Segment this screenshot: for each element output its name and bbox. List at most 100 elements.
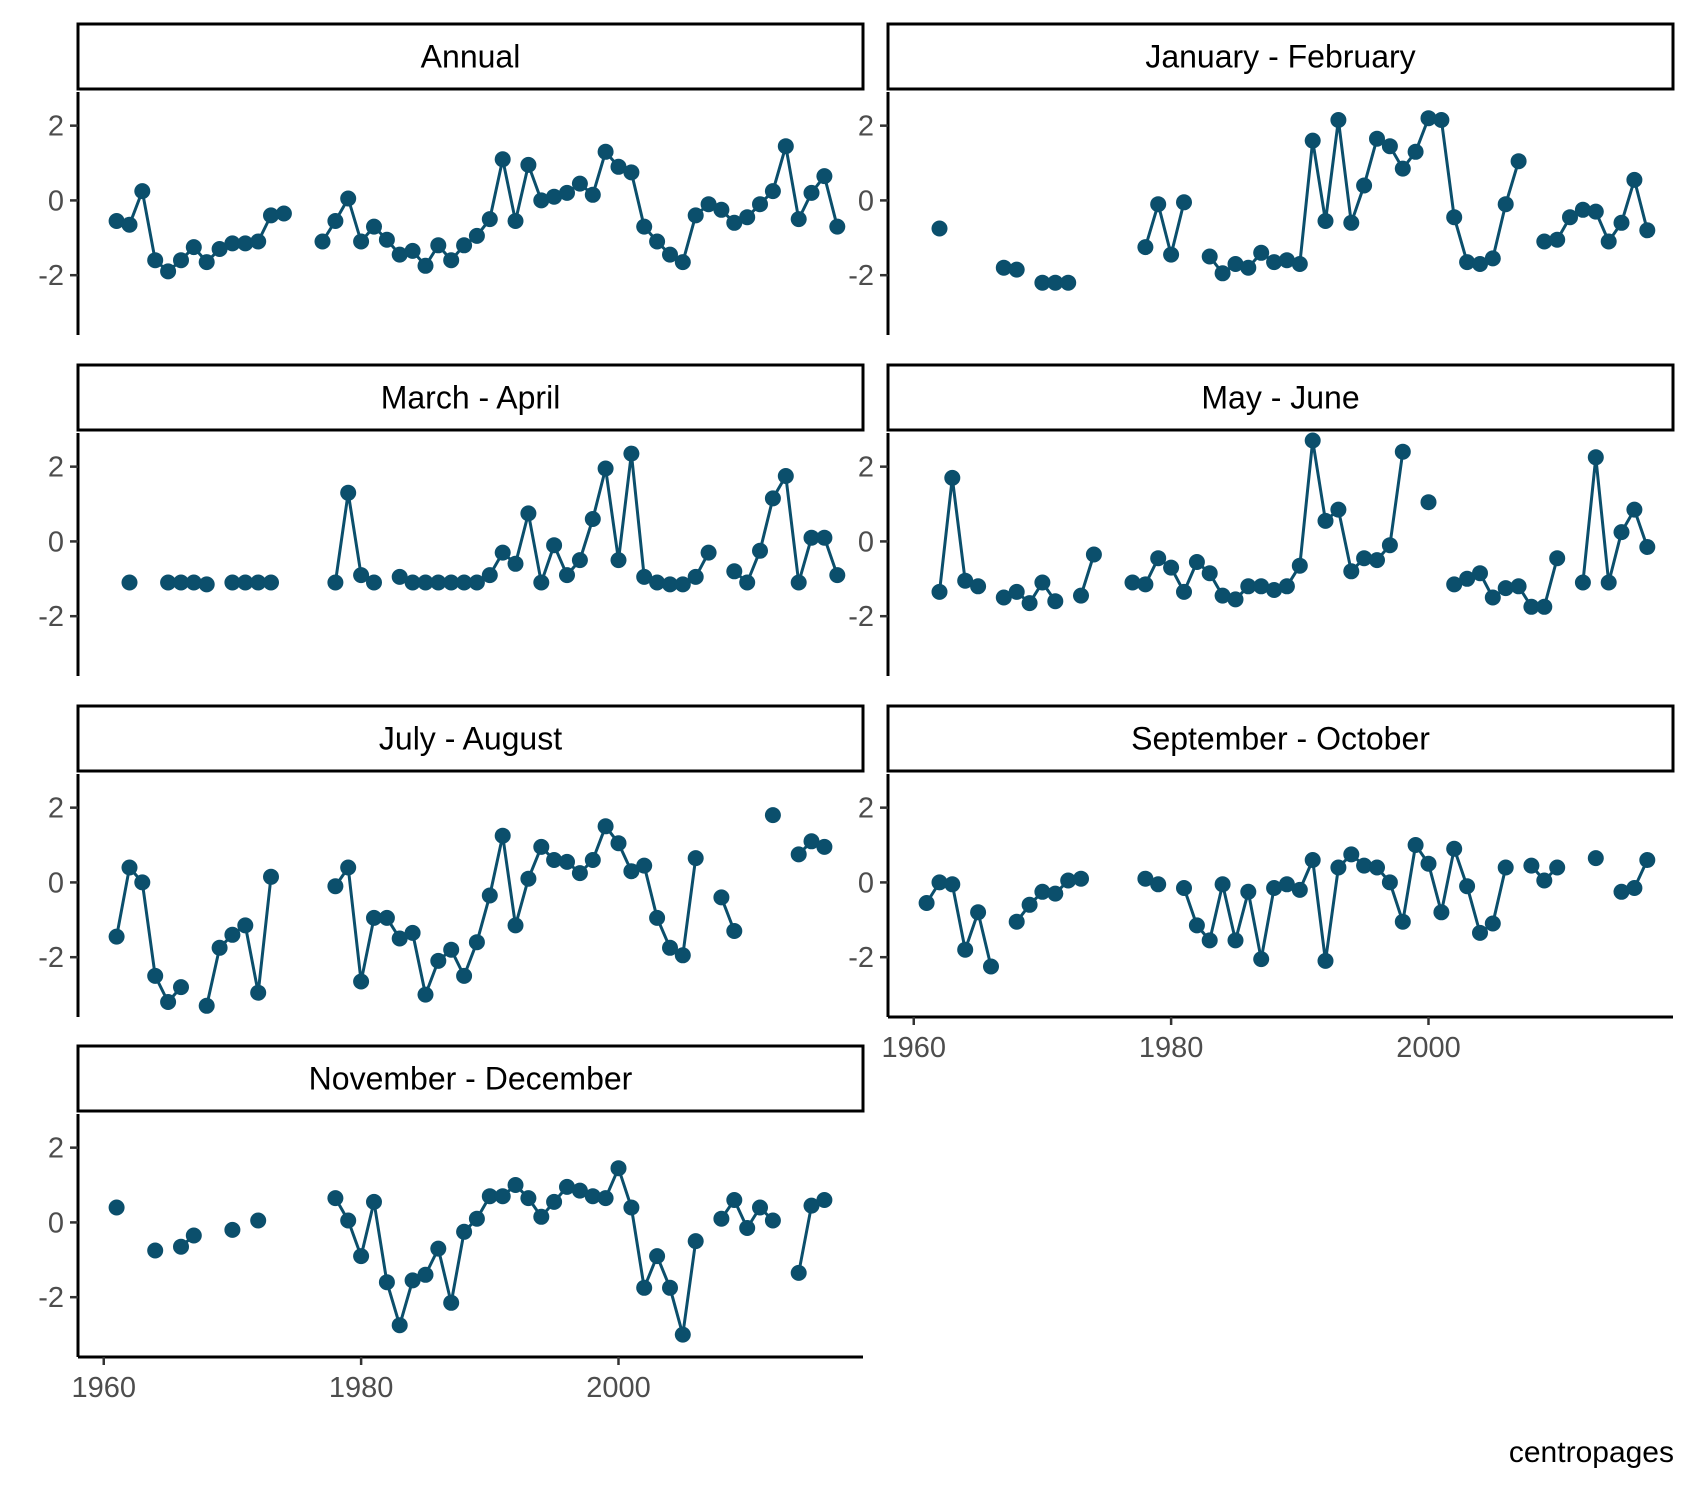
data-point-january-february-2013	[1587, 203, 1604, 220]
data-point-july-august-2001	[623, 863, 640, 880]
data-point-may-june-1963	[944, 469, 961, 486]
data-point-may-june-1987	[1253, 578, 1270, 595]
data-point-september-october-1961	[918, 895, 935, 911]
data-point-november-december-2004	[662, 1279, 678, 1296]
strip-label-march-april: March - April	[381, 380, 561, 416]
y-tick-label: 0	[858, 867, 874, 899]
data-point-march-april-2003	[649, 574, 666, 591]
data-point-july-august-1997	[571, 865, 588, 882]
data-point-july-august-1972	[250, 984, 267, 1001]
data-point-july-august-1986	[430, 952, 447, 969]
data-point-may-june-1980	[1163, 559, 1180, 576]
data-point-january-february-1997	[1381, 138, 1398, 155]
data-point-march-april-1990	[481, 567, 498, 584]
data-point-may-june-1984	[1214, 587, 1231, 604]
data-point-september-october-1979	[1150, 876, 1167, 893]
data-point-march-april-1985	[417, 574, 434, 591]
data-point-may-june-1989	[1278, 578, 1295, 595]
data-point-may-june-2002	[1446, 576, 1463, 593]
data-point-november-december-1999	[597, 1190, 614, 1207]
data-point-may-june-2004	[1472, 565, 1488, 582]
data-point-may-june-1997	[1381, 537, 1398, 554]
data-point-may-june-1969	[1021, 595, 1038, 612]
data-point-july-august-2002	[636, 857, 653, 874]
data-point-january-february-2015	[1613, 214, 1630, 231]
data-point-september-october-2010	[1549, 859, 1566, 876]
data-point-annual-1970	[224, 235, 241, 252]
data-point-july-august-1994	[533, 838, 550, 855]
data-point-january-february-1993	[1330, 112, 1347, 128]
y-tick-label: 2	[858, 111, 874, 143]
data-point-may-june-2014	[1600, 574, 1617, 591]
data-point-march-april-1970	[224, 574, 241, 591]
data-point-november-december-2014	[790, 1264, 807, 1281]
data-point-november-december-1966	[173, 1238, 189, 1255]
data-point-annual-2006	[687, 207, 704, 224]
data-point-january-february-2005	[1484, 250, 1501, 267]
y-tick-label: 2	[48, 111, 64, 143]
data-point-november-december-2009	[726, 1192, 743, 1208]
data-point-july-august-1971	[237, 917, 254, 934]
data-point-january-february-2016	[1626, 171, 1643, 188]
data-point-annual-1998	[584, 186, 601, 203]
data-point-july-august-1987	[443, 941, 460, 958]
data-point-september-october-1992	[1317, 952, 1334, 969]
data-point-november-december-2011	[752, 1199, 768, 1216]
data-point-september-october-1999	[1407, 837, 1424, 853]
data-point-january-february-1989	[1278, 252, 1295, 269]
data-point-september-october-1969	[1021, 896, 1038, 913]
data-point-annual-1992	[507, 213, 524, 229]
data-point-september-october-1987	[1253, 951, 1270, 968]
data-point-september-october-1965	[970, 904, 987, 921]
data-point-march-april-2015	[803, 529, 820, 546]
data-point-july-august-1979	[340, 859, 357, 876]
data-point-annual-1987	[443, 252, 460, 269]
data-point-annual-1969	[211, 241, 228, 257]
data-point-july-august-1981	[366, 909, 382, 926]
data-point-november-december-1983	[391, 1317, 408, 1334]
data-point-november-december-1995	[546, 1193, 563, 1210]
data-point-september-october-2005	[1484, 915, 1501, 932]
strip-box-march-april	[76, 363, 865, 432]
data-point-january-february-1988	[1266, 254, 1283, 271]
data-point-march-april-1993	[520, 505, 537, 522]
data-point-march-april-2013	[777, 468, 794, 484]
data-point-september-october-2000	[1420, 855, 1437, 872]
data-point-march-april-1998	[584, 511, 601, 527]
data-point-may-june-1965	[970, 578, 987, 595]
data-point-january-february-1987	[1253, 244, 1270, 261]
data-point-november-december-2003	[649, 1248, 666, 1265]
data-point-annual-1961	[108, 213, 125, 229]
data-point-january-february-1972	[1060, 274, 1077, 291]
data-point-january-february-1992	[1317, 213, 1334, 229]
data-point-may-june-1983	[1201, 565, 1218, 582]
data-point-september-october-1996	[1369, 859, 1385, 876]
data-point-annual-1997	[571, 175, 588, 192]
data-point-annual-1972	[250, 233, 267, 250]
data-point-annual-1973	[263, 207, 279, 224]
data-point-march-april-2007	[700, 544, 717, 561]
y-tick-label: 0	[48, 867, 64, 899]
data-point-annual-1990	[481, 211, 498, 228]
data-point-july-august-1963	[134, 874, 151, 891]
panel-march-april: March - April -2 0 2	[38, 363, 865, 676]
data-point-annual-1986	[430, 237, 447, 254]
data-point-annual-2007	[700, 196, 717, 213]
data-point-march-april-1989	[468, 574, 485, 591]
data-point-january-february-1962	[931, 220, 948, 237]
data-point-september-october-2003	[1459, 878, 1476, 895]
data-point-july-august-1961	[108, 928, 125, 945]
data-point-march-april-1966	[173, 574, 189, 591]
data-point-november-december-1972	[250, 1212, 267, 1229]
data-point-july-august-2015	[803, 833, 820, 850]
data-point-annual-2003	[649, 233, 666, 250]
data-point-annual-1999	[597, 143, 614, 160]
data-point-march-april-1983	[391, 568, 408, 585]
data-point-november-december-1987	[443, 1294, 460, 1311]
data-point-annual-1979	[340, 190, 357, 207]
y-tick-label: -2	[38, 942, 64, 974]
data-point-may-june-1971	[1047, 593, 1064, 610]
data-point-annual-1988	[456, 237, 473, 254]
y-tick-label: 0	[48, 1207, 64, 1239]
